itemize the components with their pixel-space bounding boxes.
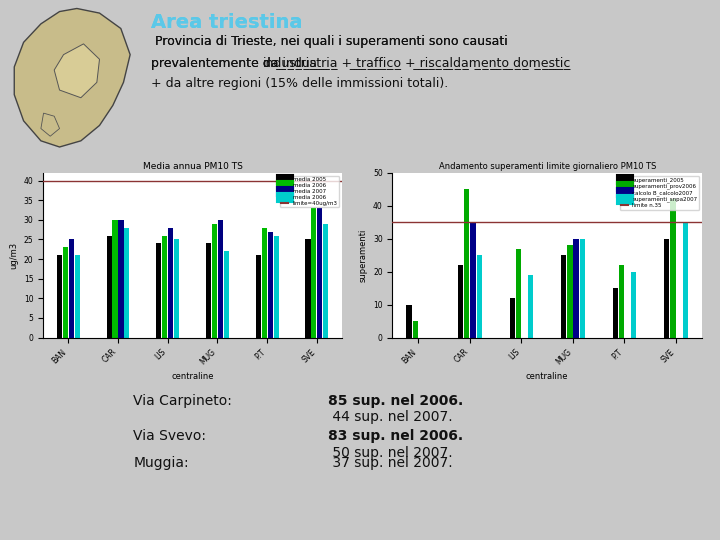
Bar — [561, 255, 567, 338]
Bar — [68, 239, 73, 338]
Text: 85 sup. nel 2006.: 85 sup. nel 2006. — [328, 394, 463, 408]
Legend: media 2005, media 2006, media 2007, media 2006, limite=40ug/m3: media 2005, media 2006, media 2007, medi… — [280, 176, 339, 207]
Polygon shape — [41, 113, 60, 136]
Bar — [57, 255, 62, 338]
Text: prevalentemente da: prevalentemente da — [151, 57, 283, 70]
X-axis label: centraline: centraline — [171, 372, 214, 381]
Bar — [305, 239, 310, 338]
Bar — [119, 220, 124, 338]
Legend: superamenti_2005, superamenti_prov2006, calcolo B_calcolo2007, superamenti_snpa2: superamenti_2005, superamenti_prov2006, … — [620, 176, 699, 210]
X-axis label: centraline: centraline — [526, 372, 569, 381]
Bar — [683, 222, 688, 338]
Bar — [323, 224, 328, 338]
Bar — [318, 208, 323, 338]
Bar — [413, 321, 418, 338]
Bar — [567, 245, 572, 338]
Bar — [206, 244, 211, 338]
Bar — [112, 220, 117, 338]
Bar — [261, 228, 266, 338]
Bar — [618, 265, 624, 338]
Bar — [573, 239, 579, 338]
Bar — [613, 288, 618, 338]
Y-axis label: superamenti: superamenti — [359, 228, 367, 282]
Text: Via Svevo:: Via Svevo: — [133, 429, 206, 443]
Bar — [664, 239, 670, 338]
Bar — [162, 235, 167, 338]
Y-axis label: ug/m3: ug/m3 — [9, 241, 18, 269]
Bar — [256, 255, 261, 338]
Text: + da altre regioni (15% delle immissioni totali).: + da altre regioni (15% delle immissioni… — [151, 77, 449, 90]
Bar — [218, 220, 223, 338]
Text: prevalentemente da ̲i̲n̲d̲u̲s̲t̲r̲i̲a̲ + ̲t̲r̲a̲f̲f̲i̲c̲o̲ + ̲r̲i̲s̲c̲a̲l̲d̲a̲m̲: prevalentemente da ̲i̲n̲d̲u̲s̲t̲r̲i̲a̲ +… — [151, 57, 570, 70]
Text: 44 sup. nel 2007.: 44 sup. nel 2007. — [328, 410, 452, 424]
Bar — [458, 265, 463, 338]
Bar — [125, 228, 130, 338]
Text: Area triestina: Area triestina — [151, 14, 302, 32]
Bar — [224, 251, 229, 338]
Bar — [477, 255, 482, 338]
Bar — [274, 235, 279, 338]
Bar — [75, 255, 80, 338]
Text: 37 sup. nel 2007.: 37 sup. nel 2007. — [328, 456, 452, 470]
Text: 50 sup. nel 2007.: 50 sup. nel 2007. — [328, 446, 452, 460]
Polygon shape — [54, 44, 99, 98]
Bar — [631, 272, 636, 338]
Text: industria: industria — [263, 57, 318, 70]
Text: 83 sup. nel 2006.: 83 sup. nel 2006. — [328, 429, 463, 443]
Polygon shape — [14, 9, 130, 147]
Bar — [510, 298, 515, 338]
Text: Via Carpineto:: Via Carpineto: — [133, 394, 232, 408]
Bar — [312, 208, 317, 338]
Bar — [174, 239, 179, 338]
Bar — [63, 247, 68, 338]
Bar — [212, 224, 217, 338]
Bar — [670, 199, 675, 338]
Text: Provincia di Trieste, nei quali i superamenti sono causati: Provincia di Trieste, nei quali i supera… — [151, 35, 508, 48]
Text: Muggia:: Muggia: — [133, 456, 189, 470]
Bar — [528, 275, 534, 338]
Bar — [156, 244, 161, 338]
Title: Media annua PM10 TS: Media annua PM10 TS — [143, 161, 243, 171]
Bar — [516, 248, 521, 338]
Bar — [580, 239, 585, 338]
Bar — [168, 228, 174, 338]
Text: Provincia di Trieste, nei quali i superamenti sono causati: Provincia di Trieste, nei quali i supera… — [151, 35, 508, 48]
Text: Area triestina: Area triestina — [151, 14, 302, 32]
Title: Andamento superamenti limite giornaliero PM10 TS: Andamento superamenti limite giornaliero… — [438, 161, 656, 171]
Bar — [268, 232, 273, 338]
Bar — [470, 222, 476, 338]
Bar — [107, 235, 112, 338]
Bar — [407, 305, 412, 338]
Bar — [464, 189, 469, 338]
